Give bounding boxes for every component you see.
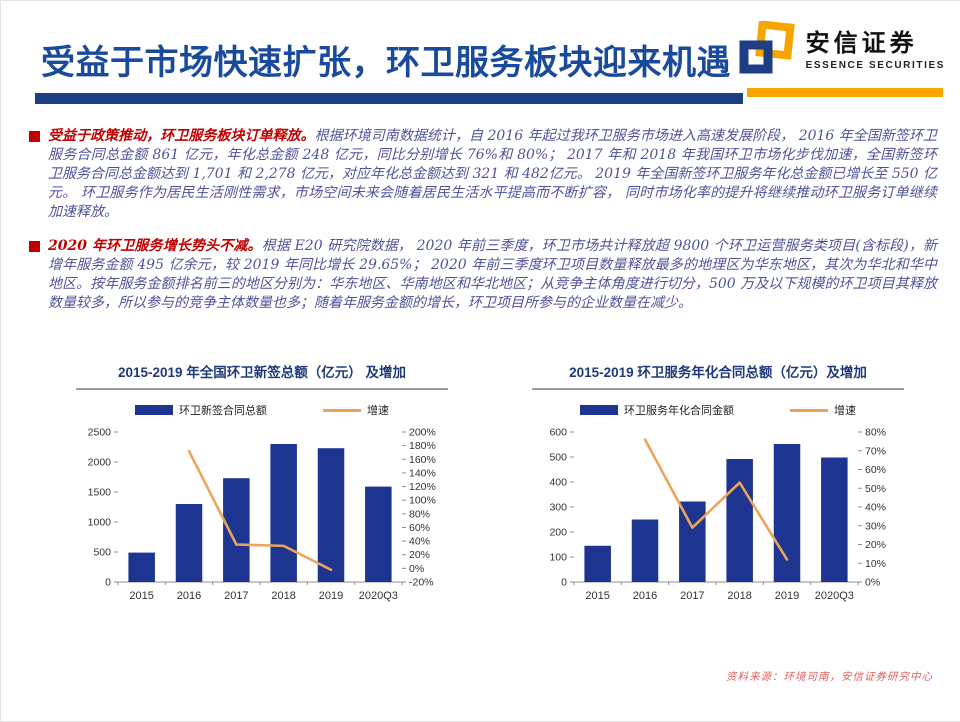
svg-text:2015: 2015 [129,590,153,602]
svg-text:2020Q3: 2020Q3 [359,590,398,602]
svg-text:2000: 2000 [88,457,112,469]
svg-text:40%: 40% [409,536,430,548]
svg-text:2016: 2016 [633,590,657,602]
svg-text:600: 600 [549,427,567,439]
svg-text:0%: 0% [409,563,424,575]
svg-text:40%: 40% [865,502,886,514]
svg-text:0: 0 [561,577,567,589]
logo-name-en: ESSENCE SECURITIES [805,60,945,72]
svg-text:80%: 80% [865,427,886,439]
legend-label: 环卫新签合同总额 [179,405,267,417]
svg-text:2500: 2500 [88,427,112,439]
body-text: 受益于政策推动，环卫服务板块订单释放。根据环境司南数据统计，自 2016 年起过… [29,127,937,328]
chart-legend: 环卫服务年化合同金额 增速 [532,402,904,418]
svg-text:1000: 1000 [88,517,112,529]
svg-text:2016: 2016 [177,590,201,602]
svg-text:30%: 30% [865,520,886,532]
bullet-lead: 2020 年环卫服务增长势头不减。 [48,238,262,255]
svg-text:2019: 2019 [319,590,343,602]
svg-text:2017: 2017 [680,590,704,602]
bar-swatch-icon [580,405,618,415]
page-title: 受益于市场快速扩张，环卫服务板块迎来机遇 [41,44,731,82]
svg-text:140%: 140% [409,467,436,479]
svg-text:2015: 2015 [585,590,609,602]
svg-text:60%: 60% [865,464,886,476]
svg-text:120%: 120% [409,481,436,493]
svg-text:2018: 2018 [727,590,751,602]
line-swatch-icon [323,408,361,412]
bullet-body: 根据 E20 研究院数据， 2020 年前三季度，环卫市场共计释放超 9800 … [48,238,937,312]
chart-new-contracts: 2015-2019 年全国环卫新签总额（亿元） 及增加 环卫新签合同总额 增速 … [76,361,448,610]
svg-text:500: 500 [93,547,111,559]
svg-text:20%: 20% [409,549,430,561]
svg-text:2019: 2019 [775,590,799,602]
legend-item-bar: 环卫服务年化合同金额 [580,402,734,418]
svg-text:100: 100 [549,552,567,564]
svg-text:2020Q3: 2020Q3 [815,590,854,602]
bar-line-chart: 0 100 200 300 400 500 600 0% 10% 20% 30% 40% 50% 60% 7… [549,427,886,603]
logo-text: 安信证券 ESSENCE SECURITIES [805,29,945,72]
bullet-square-icon [29,131,40,142]
svg-text:80%: 80% [409,508,430,520]
svg-text:10%: 10% [865,558,886,570]
line-swatch-icon [790,408,828,412]
svg-text:70%: 70% [865,445,886,457]
svg-text:200%: 200% [409,427,436,439]
svg-text:400: 400 [549,477,567,489]
svg-text:160%: 160% [409,454,436,466]
bullet-lead: 受益于政策推动，环卫服务板块订单释放。 [48,128,315,144]
bullet-body: 根据环境司南数据统计，自 2016 年起过我环卫服务市场进入高速发展阶段， 20… [48,128,938,221]
chart-legend: 环卫新签合同总额 增速 [76,402,448,418]
bullet-square-icon [29,241,40,253]
svg-text:300: 300 [549,502,567,514]
svg-text:2018: 2018 [271,590,295,602]
svg-text:100%: 100% [409,495,436,507]
legend-item-line: 增速 [323,402,389,418]
source-note: 资料来源：环境司南，安信证券研究中心 [726,671,933,683]
legend-item-line: 增速 [790,402,856,418]
svg-text:-20%: -20% [409,577,434,589]
legend-item-bar: 环卫新签合同总额 [135,402,267,418]
chart-title: 2015-2019 年全国环卫新签总额（亿元） 及增加 [76,361,448,390]
charts-row: 2015-2019 年全国环卫新签总额（亿元） 及增加 环卫新签合同总额 增速 … [76,361,904,610]
svg-text:50%: 50% [865,483,886,495]
chart-annualized-contracts: 2015-2019 环卫服务年化合同总额（亿元）及增加 环卫服务年化合同金额 增… [532,361,904,610]
title-underline-orange [747,88,943,97]
bullet-paragraph: 2020 年环卫服务增长势头不减。根据 E20 研究院数据， 2020 年前三季… [48,237,937,313]
legend-label: 环卫服务年化合同金额 [624,405,734,417]
svg-text:2017: 2017 [224,590,248,602]
bullet-2020-growth: 2020 年环卫服务增长势头不减。根据 E20 研究院数据， 2020 年前三季… [29,237,937,313]
svg-text:180%: 180% [409,440,436,452]
chart-title: 2015-2019 环卫服务年化合同总额（亿元）及增加 [532,361,904,390]
essence-securities-logo: 安信证券 ESSENCE SECURITIES [737,21,945,81]
svg-text:200: 200 [549,527,567,539]
bullet-paragraph: 受益于政策推动，环卫服务板块订单释放。根据环境司南数据统计，自 2016 年起过… [48,127,937,222]
svg-text:0%: 0% [865,577,880,589]
title-underline-navy [35,93,743,104]
svg-text:20%: 20% [865,539,886,551]
legend-label: 增速 [367,405,389,417]
svg-text:60%: 60% [409,522,430,534]
svg-text:1500: 1500 [88,487,112,499]
bar-line-chart: 0 500 1000 1500 2000 2500 -20% 0% 20%40% 60% 80%10… [88,427,436,603]
svg-text:500: 500 [549,452,567,464]
logo-mark-icon [739,21,795,74]
legend-label: 增速 [834,405,856,417]
logo-name-cn: 安信证券 [805,29,918,57]
bullet-policy-driven: 受益于政策推动，环卫服务板块订单释放。根据环境司南数据统计，自 2016 年起过… [29,127,937,222]
bar-swatch-icon [135,405,173,415]
svg-text:0: 0 [105,577,111,589]
